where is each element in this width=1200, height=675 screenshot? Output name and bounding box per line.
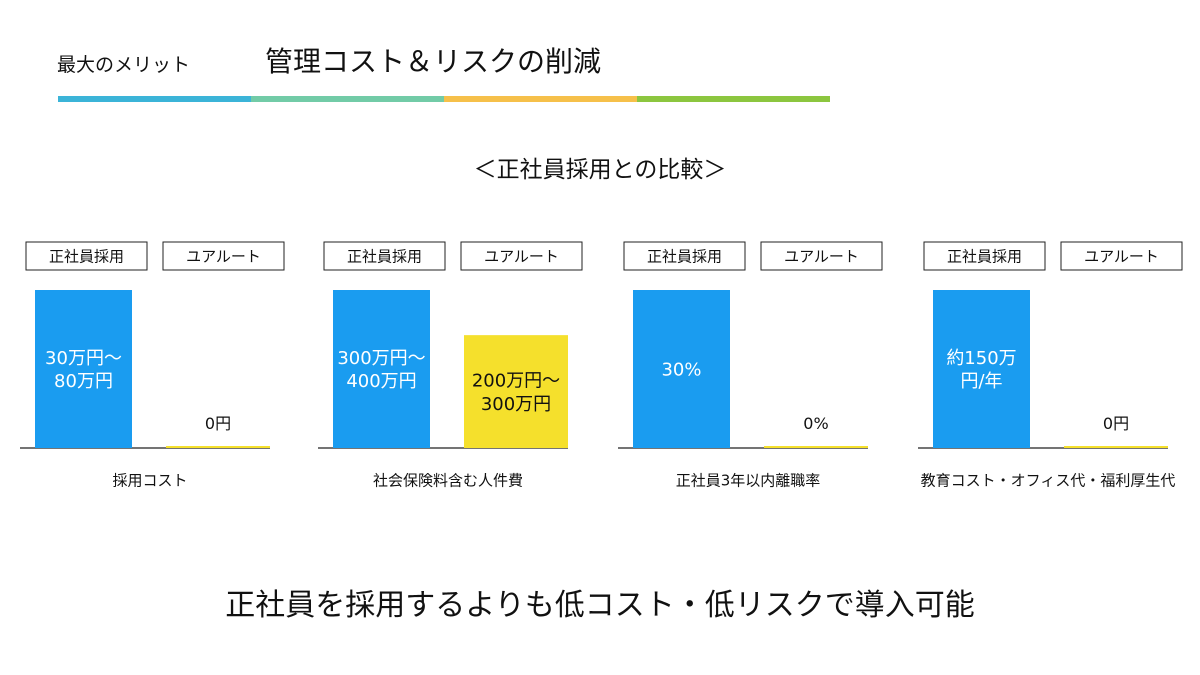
bar-value-label: 0% bbox=[803, 414, 828, 433]
conclusion-text: 正社員を採用するよりも低コスト・低リスクで導入可能 bbox=[225, 588, 975, 623]
category-label-uroot: ユアルート bbox=[1084, 247, 1159, 265]
panel-caption: 正社員3年以内離職率 bbox=[676, 471, 821, 489]
category-box-seishain bbox=[323, 241, 446, 271]
bar-value-label: 30万円～ 80万円 bbox=[45, 348, 122, 392]
bar-uroot bbox=[1064, 446, 1168, 448]
bar-seishain bbox=[35, 290, 132, 448]
bar-value-label: 約150万円/年 bbox=[946, 348, 1016, 392]
bar-seishain bbox=[933, 290, 1030, 448]
bar-value-label: 0円 bbox=[205, 414, 231, 433]
panel-caption: 社会保険料含む人件費 bbox=[373, 471, 523, 489]
category-label-uroot: ユアルート bbox=[784, 247, 859, 265]
category-box-uroot bbox=[760, 241, 883, 271]
panel-caption: 教育コスト・オフィス代・福利厚生代 bbox=[921, 471, 1176, 489]
rule-segment-4 bbox=[637, 96, 830, 102]
category-box-uroot bbox=[460, 241, 583, 271]
bar-uroot bbox=[464, 335, 568, 448]
category-box-seishain bbox=[923, 241, 1046, 271]
bar-uroot bbox=[166, 446, 270, 448]
category-box-seishain bbox=[623, 241, 746, 271]
rule-segment-1 bbox=[58, 96, 251, 102]
category-box-uroot bbox=[162, 241, 285, 271]
bar-value-label: 200万円～ 300万円 bbox=[472, 370, 560, 414]
category-label-uroot: ユアルート bbox=[484, 247, 559, 265]
category-label-seishain: 正社員採用 bbox=[49, 247, 124, 265]
bar-seishain bbox=[633, 290, 730, 448]
bar-value-label: 0円 bbox=[1103, 414, 1129, 433]
page-title: 管理コスト＆リスクの削減 bbox=[265, 45, 602, 78]
panel-caption: 採用コスト bbox=[112, 471, 187, 489]
bar-value-label: 300万円～ 400万円 bbox=[337, 348, 425, 392]
bar-seishain bbox=[333, 290, 430, 448]
category-label-uroot: ユアルート bbox=[186, 247, 261, 265]
bar-value-label: 30% bbox=[661, 359, 701, 380]
category-label-seishain: 正社員採用 bbox=[347, 247, 422, 265]
category-label-seishain: 正社員採用 bbox=[947, 247, 1022, 265]
title-rule bbox=[58, 96, 830, 102]
comparison-subtitle: ＜正社員採用との比較＞ bbox=[473, 157, 727, 183]
category-label-seishain: 正社員採用 bbox=[647, 247, 722, 265]
category-box-uroot bbox=[1060, 241, 1183, 271]
rule-segment-3 bbox=[444, 96, 637, 102]
bar-uroot bbox=[764, 446, 868, 448]
category-box-seishain bbox=[25, 241, 148, 271]
section-kicker: 最大のメリット bbox=[57, 54, 191, 76]
rule-segment-2 bbox=[251, 96, 444, 102]
